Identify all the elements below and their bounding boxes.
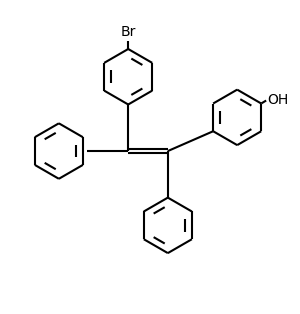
Text: OH: OH	[267, 93, 288, 106]
Text: Br: Br	[121, 25, 136, 39]
